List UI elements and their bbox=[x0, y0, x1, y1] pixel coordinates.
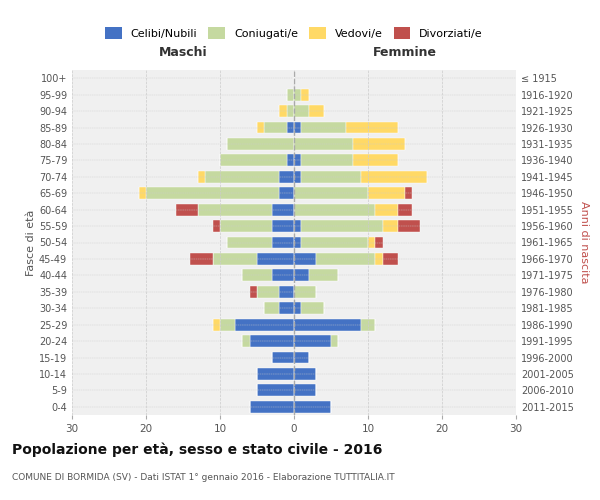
Bar bbox=[294, 270, 309, 281]
Bar bbox=[242, 270, 272, 281]
Bar bbox=[383, 220, 398, 232]
Bar bbox=[287, 88, 294, 101]
Bar bbox=[227, 138, 294, 150]
Bar bbox=[294, 302, 301, 314]
Bar bbox=[250, 401, 294, 412]
Bar bbox=[294, 253, 316, 265]
Bar bbox=[257, 368, 294, 380]
Bar bbox=[272, 270, 294, 281]
Text: Femmine: Femmine bbox=[373, 46, 437, 59]
Bar bbox=[227, 236, 272, 248]
Bar bbox=[287, 154, 294, 166]
Bar bbox=[361, 171, 427, 182]
Bar bbox=[376, 236, 383, 248]
Bar bbox=[272, 220, 294, 232]
Bar bbox=[212, 318, 220, 330]
Bar bbox=[257, 286, 279, 298]
Bar bbox=[309, 270, 338, 281]
Bar bbox=[294, 188, 368, 199]
Bar bbox=[220, 154, 287, 166]
Bar bbox=[331, 335, 338, 347]
Bar bbox=[235, 318, 294, 330]
Bar bbox=[301, 302, 323, 314]
Bar bbox=[212, 253, 257, 265]
Bar bbox=[294, 204, 376, 216]
Bar bbox=[265, 302, 279, 314]
Bar bbox=[265, 122, 287, 134]
Bar bbox=[279, 171, 294, 182]
Bar bbox=[212, 220, 220, 232]
Bar bbox=[146, 188, 279, 199]
Bar bbox=[294, 286, 316, 298]
Bar bbox=[257, 384, 294, 396]
Bar bbox=[294, 220, 301, 232]
Bar bbox=[279, 302, 294, 314]
Bar bbox=[301, 88, 309, 101]
Bar bbox=[242, 335, 250, 347]
Bar bbox=[294, 236, 301, 248]
Bar bbox=[368, 188, 405, 199]
Bar bbox=[301, 236, 368, 248]
Bar bbox=[376, 253, 383, 265]
Bar bbox=[294, 105, 309, 117]
Bar bbox=[383, 253, 398, 265]
Bar bbox=[294, 88, 301, 101]
Text: Maschi: Maschi bbox=[158, 46, 208, 59]
Bar bbox=[287, 122, 294, 134]
Bar bbox=[309, 105, 323, 117]
Bar bbox=[346, 122, 398, 134]
Y-axis label: Anni di nascita: Anni di nascita bbox=[579, 201, 589, 284]
Bar bbox=[250, 286, 257, 298]
Bar bbox=[294, 122, 301, 134]
Bar bbox=[405, 188, 412, 199]
Bar bbox=[353, 138, 405, 150]
Bar bbox=[398, 204, 412, 216]
Bar bbox=[220, 220, 272, 232]
Bar bbox=[272, 352, 294, 364]
Bar bbox=[272, 236, 294, 248]
Bar bbox=[294, 352, 309, 364]
Bar bbox=[257, 253, 294, 265]
Bar bbox=[294, 335, 331, 347]
Text: Popolazione per età, sesso e stato civile - 2016: Popolazione per età, sesso e stato civil… bbox=[12, 442, 382, 457]
Bar bbox=[294, 384, 316, 396]
Bar bbox=[301, 154, 353, 166]
Bar bbox=[398, 220, 420, 232]
Bar bbox=[368, 236, 376, 248]
Text: COMUNE DI BORMIDA (SV) - Dati ISTAT 1° gennaio 2016 - Elaborazione TUTTITALIA.IT: COMUNE DI BORMIDA (SV) - Dati ISTAT 1° g… bbox=[12, 472, 395, 482]
Bar bbox=[353, 154, 398, 166]
Bar bbox=[294, 401, 331, 412]
Bar bbox=[294, 368, 316, 380]
Bar bbox=[301, 220, 383, 232]
Bar bbox=[279, 188, 294, 199]
Legend: Celibi/Nubili, Coniugati/e, Vedovi/e, Divorziati/e: Celibi/Nubili, Coniugati/e, Vedovi/e, Di… bbox=[102, 24, 486, 42]
Bar bbox=[250, 335, 294, 347]
Bar bbox=[294, 318, 361, 330]
Bar bbox=[361, 318, 376, 330]
Bar bbox=[294, 138, 353, 150]
Bar bbox=[257, 122, 265, 134]
Bar bbox=[279, 286, 294, 298]
Bar bbox=[198, 171, 205, 182]
Bar bbox=[287, 105, 294, 117]
Bar bbox=[139, 188, 146, 199]
Bar bbox=[376, 204, 398, 216]
Bar bbox=[190, 253, 212, 265]
Y-axis label: Fasce di età: Fasce di età bbox=[26, 210, 36, 276]
Bar bbox=[301, 171, 361, 182]
Bar bbox=[316, 253, 376, 265]
Bar bbox=[272, 204, 294, 216]
Bar bbox=[301, 122, 346, 134]
Bar bbox=[198, 204, 272, 216]
Bar bbox=[176, 204, 198, 216]
Bar bbox=[294, 171, 301, 182]
Bar bbox=[220, 318, 235, 330]
Bar bbox=[205, 171, 279, 182]
Bar bbox=[294, 154, 301, 166]
Bar bbox=[279, 105, 287, 117]
